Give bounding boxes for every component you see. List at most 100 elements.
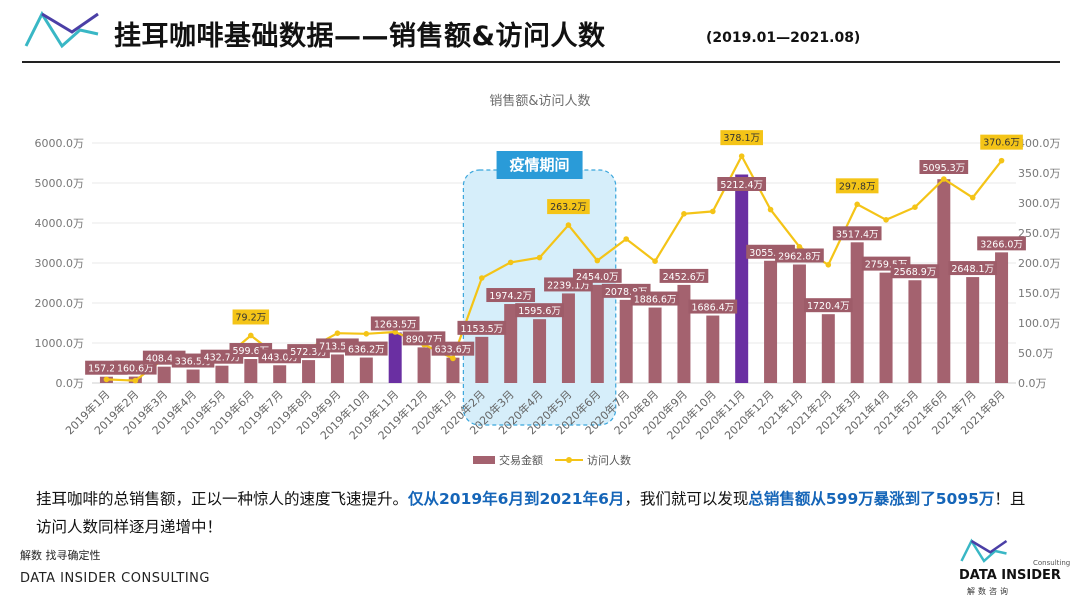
description-text-1: 挂耳咖啡的总销售额，正以一种惊人的速度飞速提升。 bbox=[36, 490, 409, 508]
line-point bbox=[652, 258, 658, 265]
line-point bbox=[248, 332, 254, 339]
line-point bbox=[796, 244, 803, 250]
bar-sales bbox=[504, 304, 518, 383]
bar-sales bbox=[417, 347, 431, 383]
bar-sales bbox=[850, 242, 864, 383]
line-point bbox=[767, 206, 774, 213]
line-value-label-box bbox=[835, 178, 879, 194]
line-point bbox=[565, 222, 572, 228]
bar-value-label: 2454.0万 bbox=[576, 272, 619, 283]
bar-value-label: 1974.2万 bbox=[489, 291, 532, 302]
bar-value-label: 2078.8万 bbox=[605, 287, 648, 298]
bar-sales bbox=[359, 357, 373, 383]
covid-period-label-box bbox=[496, 151, 583, 179]
footer-tagline: 解数 找寻确定性 bbox=[20, 549, 101, 562]
bar-value-label-box bbox=[572, 268, 622, 283]
bar-value-label: 432.7万 bbox=[204, 353, 241, 364]
y-right-tick-label: 150.0万 bbox=[1018, 287, 1061, 300]
bar-value-label-box bbox=[688, 299, 738, 314]
description-highlight-1: 仅从2019年6月到2021年6月 bbox=[408, 490, 625, 508]
bar-sales bbox=[215, 365, 229, 383]
line-value-label: 378.1万 bbox=[723, 133, 760, 144]
bar-sales bbox=[879, 272, 893, 383]
footer-logo-name: DATA INSIDER bbox=[959, 568, 1061, 583]
y-left-tick-label: 2000.0万 bbox=[35, 297, 85, 310]
bar-value-label: 2568.9万 bbox=[894, 267, 937, 278]
bar-value-label-box bbox=[345, 341, 388, 356]
bar-value-label: 1263.5万 bbox=[374, 319, 417, 330]
bar-sales bbox=[619, 299, 633, 383]
bar-value-label: 443.0万 bbox=[261, 352, 298, 363]
footer-company: DATA INSIDER CONSULTING bbox=[20, 571, 210, 586]
bar-value-label: 1595.6万 bbox=[518, 306, 561, 317]
line-point bbox=[334, 330, 341, 337]
y-left-tick-label: 3000.0万 bbox=[35, 257, 85, 270]
bar-value-label-box bbox=[803, 298, 853, 313]
bar-sales bbox=[157, 366, 171, 383]
bar-value-label: 5212.4万 bbox=[720, 180, 763, 191]
line-point bbox=[941, 176, 947, 182]
bar-sales bbox=[561, 293, 575, 383]
bar-sales bbox=[995, 252, 1009, 383]
bar-value-label: 1153.5万 bbox=[460, 324, 503, 335]
bar-value-label-box bbox=[486, 288, 536, 303]
line-point bbox=[623, 236, 629, 242]
bar-value-label: 408.4万 bbox=[146, 354, 183, 365]
bar-sales bbox=[908, 280, 922, 383]
footer-logo-sub: 解数咨询 bbox=[967, 587, 1011, 596]
bar-value-label: 599.6万 bbox=[232, 346, 269, 357]
line-point bbox=[738, 153, 745, 159]
y-right-tick-label: 0.0万 bbox=[1018, 377, 1047, 390]
bar-sales bbox=[735, 174, 749, 383]
bar-sales bbox=[533, 319, 547, 383]
line-value-label-box bbox=[720, 130, 763, 146]
bar-value-label: 633.6万 bbox=[435, 345, 472, 356]
description: 挂耳咖啡的总销售额，正以一种惊人的速度飞速提升。仅从2019年6月到2021年6… bbox=[36, 485, 1026, 541]
page-title-range: (2019.01—2021.08) bbox=[706, 30, 861, 46]
bar-sales bbox=[446, 357, 460, 383]
bar-sales bbox=[475, 336, 489, 383]
line-point bbox=[710, 208, 716, 215]
bar-value-label-box bbox=[659, 268, 709, 283]
y-left-tick-label: 5000.0万 bbox=[35, 177, 85, 190]
description-highlight-2: 总销售额从599万暴涨到了5095万 bbox=[748, 490, 995, 508]
page-title: 挂耳咖啡基础数据——销售额&访问人数 bbox=[114, 21, 606, 52]
y-left-tick-label: 4000.0万 bbox=[35, 217, 85, 230]
bar-value-label: 2648.1万 bbox=[951, 264, 994, 275]
bar-value-label: 713.5万 bbox=[319, 341, 356, 352]
bar-value-label: 3055.9万 bbox=[749, 248, 792, 259]
line-point bbox=[594, 257, 601, 264]
bar-sales bbox=[273, 365, 287, 383]
bar-value-label-box bbox=[948, 261, 998, 276]
description-text-2: ，我们就可以发现 bbox=[624, 490, 749, 508]
bar-value-label: 2759.5万 bbox=[865, 260, 908, 271]
bar-value-label-box bbox=[630, 291, 680, 306]
bar-sales bbox=[590, 284, 604, 383]
y-left-tick-label: 0.0万 bbox=[56, 377, 85, 390]
bar-sales bbox=[677, 284, 691, 383]
line-point bbox=[825, 262, 832, 268]
legend-swatch-visitors-dot bbox=[566, 457, 572, 463]
y-right-tick-label: 350.0万 bbox=[1018, 167, 1061, 180]
sales-visitors-chart: 0.0万 1000.0万 2000.0万 3000.0万 4000.0万 5000.0万 6… bbox=[35, 130, 1061, 467]
line-point bbox=[998, 157, 1005, 164]
y-right-tick-label: 300.0万 bbox=[1018, 197, 1061, 210]
line-value-label: 263.2万 bbox=[550, 202, 587, 213]
bar-value-label-box bbox=[515, 303, 564, 318]
bar-value-label: 2962.8万 bbox=[778, 251, 821, 262]
line-value-label-box bbox=[547, 199, 590, 215]
y-right-tick-label: 200.0万 bbox=[1018, 257, 1061, 270]
bar-sales bbox=[244, 359, 258, 383]
bar-value-label: 160.6万 bbox=[117, 364, 154, 375]
line-point bbox=[363, 331, 370, 337]
bar-value-label-box bbox=[890, 264, 940, 279]
line-point bbox=[507, 259, 514, 266]
bar-sales bbox=[648, 307, 662, 383]
bar-value-label: 2452.6万 bbox=[663, 272, 706, 283]
line-point bbox=[103, 376, 110, 383]
bar-sales bbox=[388, 332, 402, 383]
description-text-3: ！且访问人数同样逐月递增中！ bbox=[36, 490, 1026, 536]
covid-period-label: 疫情期间 bbox=[510, 156, 570, 174]
line-point bbox=[392, 329, 398, 335]
line-value-label-box bbox=[980, 134, 1023, 150]
